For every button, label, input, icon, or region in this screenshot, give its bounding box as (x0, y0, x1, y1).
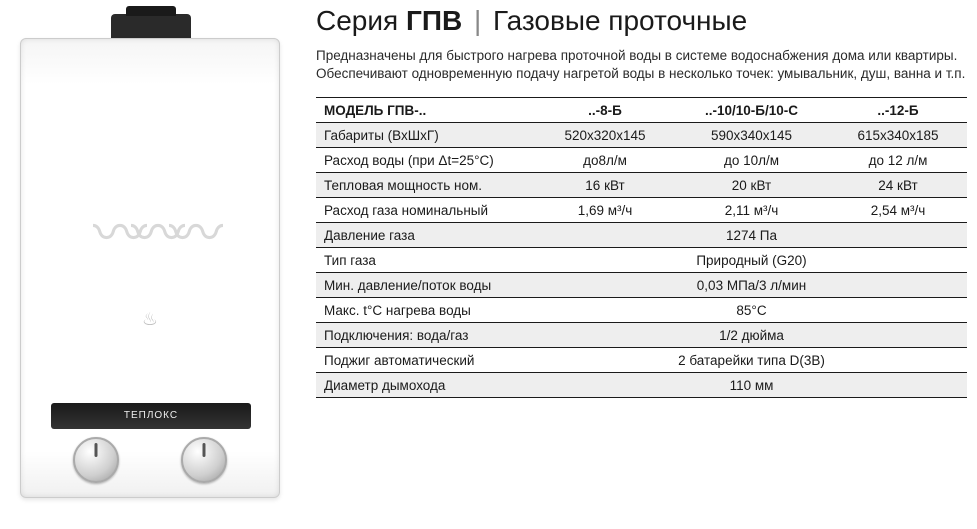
description: Предназначены для быстрого нагрева прото… (316, 47, 967, 83)
spec-value-merged: 85°C (536, 298, 967, 323)
spec-value-merged: 110 мм (536, 373, 967, 398)
title-prefix: Серия (316, 5, 398, 36)
spec-value: 20 кВт (674, 173, 829, 198)
brand-label: ТЕПЛОКС (51, 403, 251, 429)
page-title: Серия ГПВ | Газовые проточные (316, 6, 967, 37)
title-separator: | (474, 5, 481, 36)
spec-label: Давление газа (316, 223, 536, 248)
spec-label: Расход газа номинальный (316, 198, 536, 223)
spec-value: 1,69 м³/ч (536, 198, 674, 223)
spec-value: 520x320x145 (536, 123, 674, 148)
spec-value: 16 кВт (536, 173, 674, 198)
spec-label: Габариты (ВхШхГ) (316, 123, 536, 148)
title-suffix: Газовые проточные (493, 5, 747, 36)
spec-label: Расход воды (при Δt=25°C) (316, 148, 536, 173)
spec-value: 615x340x185 (829, 123, 967, 148)
spec-value: 2,54 м³/ч (829, 198, 967, 223)
table-header-label: МОДЕЛЬ ГПВ-.. (316, 98, 536, 123)
spec-value: 24 кВт (829, 173, 967, 198)
spec-label: Подключения: вода/газ (316, 323, 536, 348)
spec-value-merged: 1274 Па (536, 223, 967, 248)
spec-label: Поджиг автоматический (316, 348, 536, 373)
steam-icon: ︎〰〰〰 (93, 189, 207, 268)
flame-icon: ♨ (142, 309, 158, 330)
spec-label: Макс. t°C нагрева воды (316, 298, 536, 323)
content-area: Серия ГПВ | Газовые проточные Предназнач… (316, 6, 967, 523)
heater-body: ︎〰〰〰 ♨ ТЕПЛОКС (20, 38, 280, 498)
spec-value-merged: 2 батарейки типа D(3В) (536, 348, 967, 373)
table-header-col: ..-12-Б (829, 98, 967, 123)
spec-table: МОДЕЛЬ ГПВ-....-8-Б..-10/10-Б/10-С..-12-… (316, 97, 967, 398)
control-knob-left (73, 437, 119, 483)
title-series: ГПВ (406, 5, 462, 36)
table-header-col: ..-10/10-Б/10-С (674, 98, 829, 123)
spec-value: 590x340x145 (674, 123, 829, 148)
control-knob-right (181, 437, 227, 483)
spec-label: Тип газа (316, 248, 536, 273)
spec-value-merged: 1/2 дюйма (536, 323, 967, 348)
spec-value-merged: 0,03 МПа/3 л/мин (536, 273, 967, 298)
spec-label: Мин. давление/поток воды (316, 273, 536, 298)
spec-value-merged: Природный (G20) (536, 248, 967, 273)
table-header-col: ..-8-Б (536, 98, 674, 123)
product-image: ︎〰〰〰 ♨ ТЕПЛОКС (6, 6, 296, 516)
spec-value: до 12 л/м (829, 148, 967, 173)
spec-value: до8л/м (536, 148, 674, 173)
spec-label: Тепловая мощность ном. (316, 173, 536, 198)
spec-label: Диаметр дымохода (316, 373, 536, 398)
spec-value: до 10л/м (674, 148, 829, 173)
spec-value: 2,11 м³/ч (674, 198, 829, 223)
